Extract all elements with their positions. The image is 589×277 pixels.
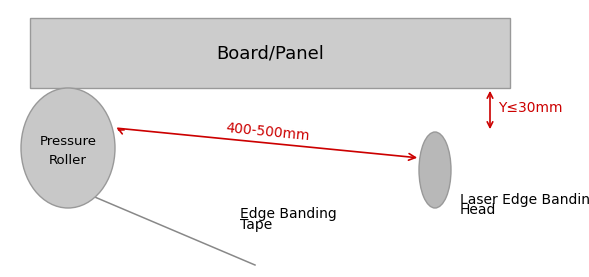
Text: Edge Banding: Edge Banding xyxy=(240,207,337,221)
Text: Pressure: Pressure xyxy=(39,135,97,148)
Text: Head: Head xyxy=(460,203,497,217)
Text: Laser Edge Banding: Laser Edge Banding xyxy=(460,193,589,207)
Text: Board/Panel: Board/Panel xyxy=(216,44,324,62)
Ellipse shape xyxy=(21,88,115,208)
Text: Tape: Tape xyxy=(240,218,272,232)
Text: 400-500mm: 400-500mm xyxy=(225,121,310,143)
Ellipse shape xyxy=(419,132,451,208)
FancyBboxPatch shape xyxy=(30,18,510,88)
Text: Roller: Roller xyxy=(49,154,87,167)
Text: Y≤30mm: Y≤30mm xyxy=(498,101,562,115)
